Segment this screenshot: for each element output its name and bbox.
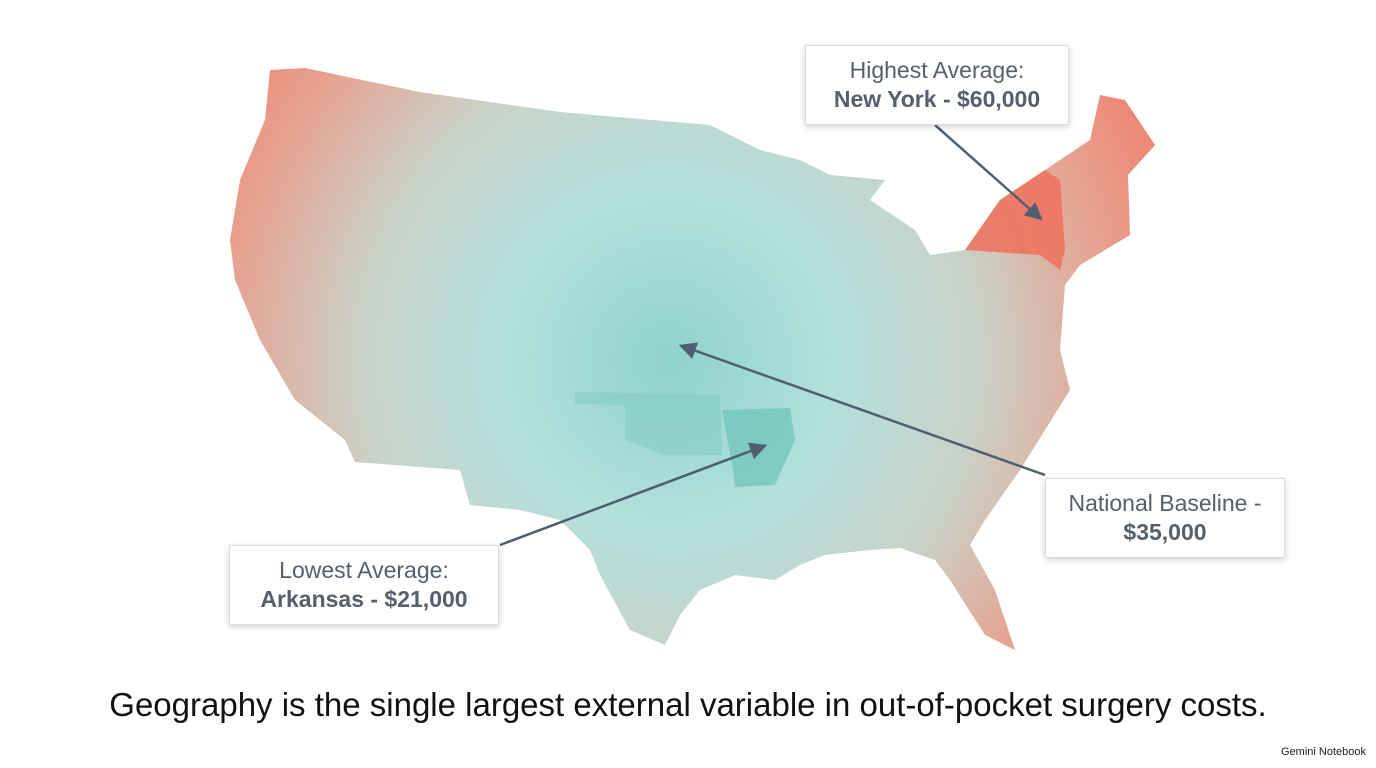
callout-value: $35,000 — [1123, 519, 1207, 545]
callout-label: Lowest Average: — [279, 557, 449, 583]
us-outline — [230, 68, 1155, 650]
new-york — [965, 170, 1065, 270]
callout-label: National Baseline - — [1068, 490, 1262, 516]
callout: Lowest Average: Arkansas - $21,000 — [229, 545, 499, 625]
callout-label: Highest Average: — [849, 57, 1025, 83]
arrow — [934, 124, 1043, 221]
callout: National Baseline - $35,000 — [1045, 478, 1285, 558]
callout: Highest Average: New York - $60,000 — [805, 45, 1069, 125]
watermark: Gemini Notebook — [1281, 746, 1366, 758]
callout-value: New York - $60,000 — [833, 86, 1041, 112]
arrow — [678, 342, 1046, 477]
caption: Geography is the single largest external… — [109, 686, 1267, 723]
oklahoma — [575, 392, 722, 455]
arrow — [499, 442, 768, 547]
callout-value: Arkansas - $21,000 — [260, 586, 468, 612]
